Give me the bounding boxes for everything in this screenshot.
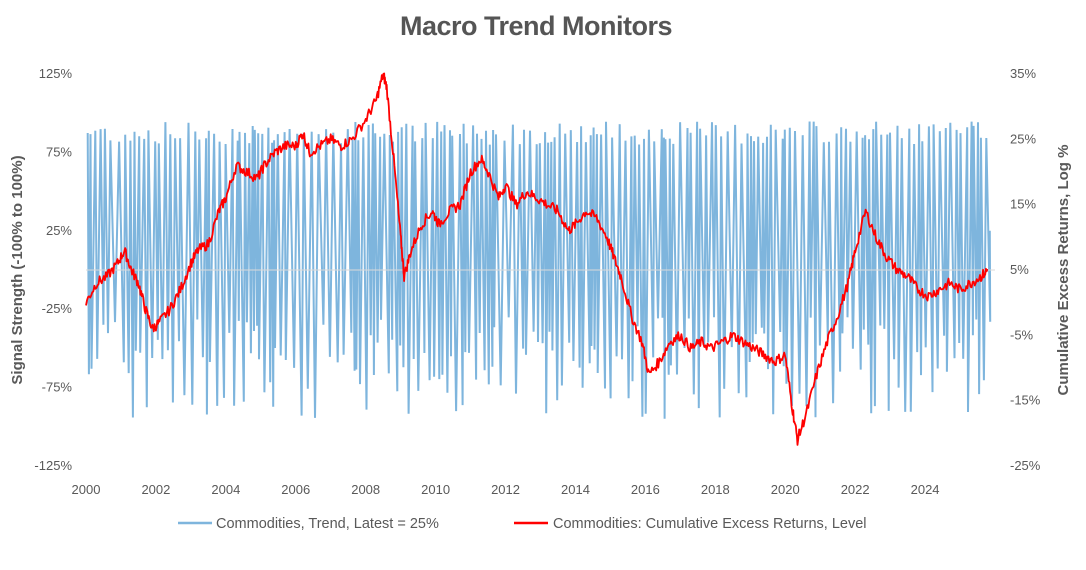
- returns-line: [85, 72, 989, 446]
- x-tick-label: 2014: [561, 482, 590, 497]
- x-tick-label: 2016: [631, 482, 660, 497]
- trend-series: [86, 121, 992, 419]
- right-tick-label: 25%: [1010, 131, 1036, 146]
- left-tick-label: 25%: [46, 223, 72, 238]
- left-tick-label: -125%: [34, 458, 72, 473]
- x-tick-label: 2012: [491, 482, 520, 497]
- legend-label-returns: Commodities: Cumulative Excess Returns, …: [553, 516, 866, 532]
- returns-series: [85, 72, 989, 446]
- legend-label-trend: Commodities, Trend, Latest = 25%: [216, 516, 439, 532]
- right-tick-label: -5%: [1010, 327, 1034, 342]
- x-tick-label: 2000: [72, 482, 101, 497]
- x-tick-label: 2024: [911, 482, 940, 497]
- right-tick-label: 35%: [1010, 66, 1036, 81]
- legend: Commodities, Trend, Latest = 25% Commodi…: [178, 516, 866, 532]
- trend-line: [86, 121, 992, 419]
- left-tick-label: -75%: [42, 380, 73, 395]
- right-axis-title: Cumulative Excess Returns, Log %: [1055, 145, 1072, 396]
- x-axis-ticks: 2000 2002 2004 2006 2008 2010 2012 2014 2016 2018…: [72, 482, 940, 497]
- right-tick-label: 15%: [1010, 197, 1036, 212]
- right-tick-label: -15%: [1010, 393, 1041, 408]
- x-tick-label: 2018: [701, 482, 730, 497]
- x-tick-label: 2022: [841, 482, 870, 497]
- right-axis-ticks: 35% 25% 15% 5% -5% -15% -25%: [1010, 66, 1041, 473]
- chart-title: Macro Trend Monitors: [400, 11, 672, 41]
- right-tick-label: -25%: [1010, 458, 1041, 473]
- x-tick-label: 2010: [421, 482, 450, 497]
- left-tick-label: -25%: [42, 301, 73, 316]
- left-axis-title: Signal Strength (-100% to 100%): [9, 155, 26, 384]
- right-tick-label: 5%: [1010, 262, 1029, 277]
- x-tick-label: 2020: [771, 482, 800, 497]
- x-tick-label: 2006: [281, 482, 310, 497]
- x-tick-label: 2002: [141, 482, 170, 497]
- left-tick-label: 75%: [46, 144, 72, 159]
- left-axis-ticks: 125% 75% 25% -25% -75% -125%: [34, 66, 72, 473]
- left-tick-label: 125%: [39, 66, 73, 81]
- x-tick-label: 2008: [351, 482, 380, 497]
- x-tick-label: 2004: [211, 482, 240, 497]
